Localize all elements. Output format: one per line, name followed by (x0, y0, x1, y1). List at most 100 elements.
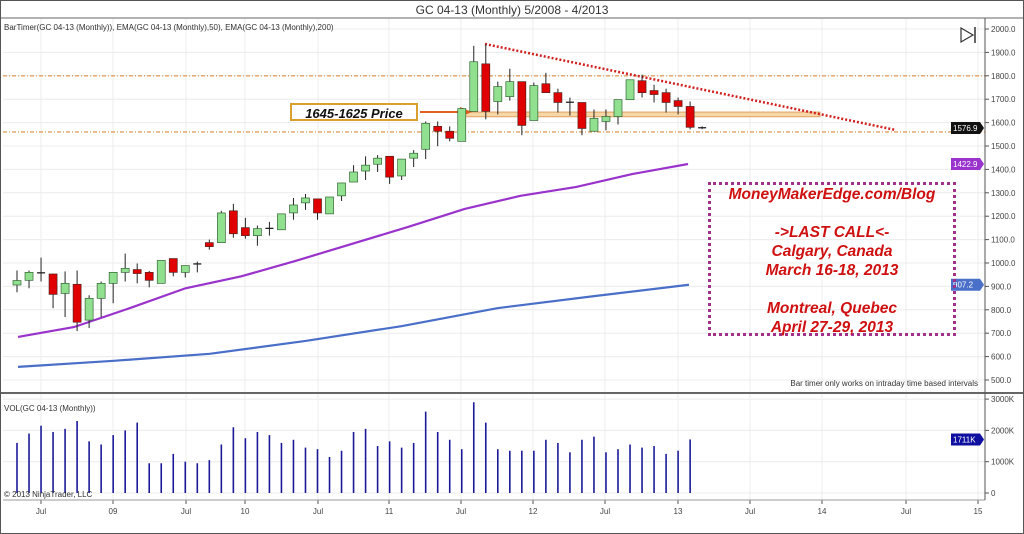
time-tick-label: Jul (600, 507, 610, 516)
grid (3, 19, 985, 500)
time-tick-label: Jul (36, 507, 46, 516)
candle (409, 150, 419, 168)
ema50-value-label-bg (951, 158, 984, 171)
volume-bars (16, 402, 691, 493)
candle-body (577, 102, 587, 129)
time-tick-label: 11 (385, 507, 394, 516)
candle (649, 84, 659, 103)
candle (289, 197, 298, 220)
candle (156, 260, 166, 284)
last-price-label-text: 1576.9 (953, 124, 978, 133)
candle-body (60, 283, 70, 294)
price-tick-label: 1400.0 (991, 165, 1016, 174)
candle (553, 88, 563, 113)
candle-body (72, 283, 82, 323)
candle (84, 295, 94, 329)
volume-tick-label: 1000K (991, 458, 1015, 467)
candle (481, 43, 491, 120)
candle (385, 155, 394, 184)
candle-body (12, 280, 22, 286)
candle (457, 108, 467, 142)
volume-tick-label: 0 (991, 489, 996, 498)
ema200-line (17, 283, 690, 368)
candle (72, 270, 82, 332)
candle-body (144, 272, 154, 281)
promo-line (711, 204, 953, 223)
candle-body (613, 99, 623, 117)
candle-body (541, 83, 551, 93)
candle-body (289, 204, 298, 214)
skip-to-end-icon[interactable] (960, 26, 976, 44)
price-tick-label: 1900.0 (991, 48, 1016, 57)
volume-label: VOL(GC 04-13 (Monthly)) (4, 404, 96, 413)
candle (337, 182, 346, 201)
volume-value-label-text: 1711K (953, 435, 976, 444)
time-tick-label: Jul (745, 507, 755, 516)
promo-line: March 16-18, 2013 (765, 262, 899, 279)
candle (433, 121, 443, 147)
price-tick-label: 1300.0 (991, 189, 1016, 198)
candle-body (637, 80, 647, 93)
candle-body (421, 122, 431, 150)
candle-body (156, 260, 166, 284)
candle (96, 281, 106, 318)
candle (12, 270, 22, 293)
candle-body (48, 273, 58, 295)
candle-body (120, 268, 130, 273)
candle (120, 253, 130, 282)
candle (625, 79, 635, 101)
promo-line: Calgary, Canada (771, 243, 893, 260)
candle (361, 156, 370, 180)
candle (193, 261, 202, 273)
price-tick-label: 1600.0 (991, 119, 1016, 128)
candle-body (361, 164, 370, 172)
candle (325, 196, 334, 215)
time-tick-label: 13 (674, 507, 683, 516)
candle-body (96, 283, 106, 299)
candle (313, 198, 322, 220)
candle-body (253, 228, 262, 236)
promo-box: MoneyMakerEdge.com/Blog ->LAST CALL<- Calg… (708, 182, 956, 336)
candle (517, 81, 527, 136)
candle-body (685, 106, 695, 128)
price-tick-label: 700.0 (991, 329, 1012, 338)
candle-body (168, 258, 178, 273)
volume-tick-label: 3000K (991, 395, 1015, 404)
candle-body (649, 90, 659, 95)
candle-body (385, 155, 394, 178)
candle-body (108, 272, 118, 284)
candle (637, 74, 647, 98)
candle-body (469, 61, 479, 112)
candle-body (457, 108, 467, 142)
candle-body (481, 63, 491, 112)
candle (469, 45, 479, 112)
candle-body (84, 297, 94, 321)
volume-value-label: 1711K (951, 433, 984, 446)
candle (493, 81, 503, 115)
candle (277, 213, 286, 231)
candle-body (529, 85, 539, 121)
candle-body (553, 92, 563, 103)
candle-body (409, 152, 419, 159)
candle (613, 99, 623, 125)
time-tick-label: 15 (974, 507, 983, 516)
candle (144, 270, 154, 288)
time-tick-label: Jul (901, 507, 911, 516)
candle (204, 239, 214, 250)
ema200-value-label-bg (951, 278, 984, 291)
time-tick-label: 12 (529, 507, 538, 516)
candle (132, 263, 142, 284)
candle-body (433, 125, 443, 132)
price-tick-label: 1800.0 (991, 72, 1016, 81)
ema200-value-label-text: 907.2 (953, 281, 974, 290)
candle (37, 257, 46, 282)
last-price-label-bg (951, 122, 984, 135)
axes: 500.0600.0700.0800.0900.01000.01100.0120… (1, 18, 1023, 516)
price-tick-label: 600.0 (991, 353, 1012, 362)
candle-body (132, 269, 142, 274)
candle-body (673, 100, 683, 107)
candle (661, 88, 671, 113)
price-zone-annotation: 1645-1625 Price (290, 103, 418, 121)
candle (241, 217, 250, 239)
